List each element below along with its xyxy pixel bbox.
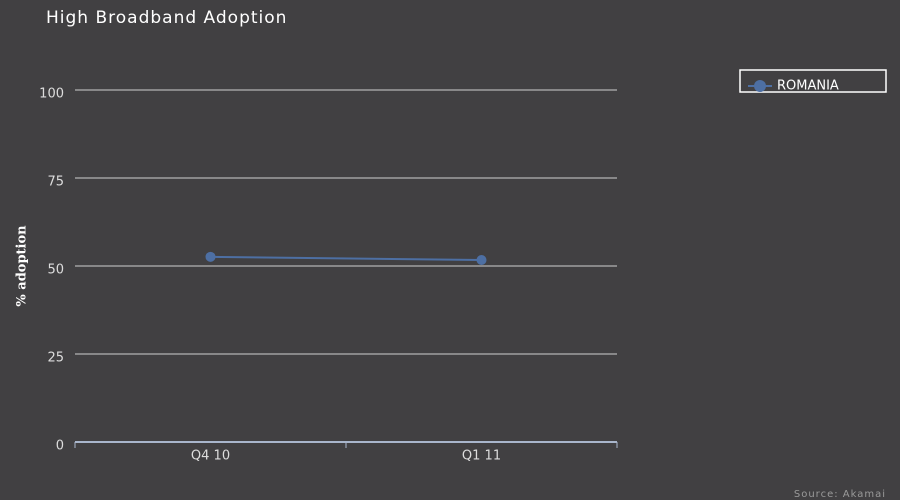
legend-box <box>739 69 887 93</box>
y-axis-label: % adoption <box>15 225 30 307</box>
x-tick-label: Q1 11 <box>462 449 501 464</box>
y-tick-label: 50 <box>47 263 64 278</box>
chart-title: High Broadband Adoption <box>46 8 287 28</box>
y-tick-label: 25 <box>47 351 64 366</box>
data-point <box>205 251 216 262</box>
y-tick-label: 75 <box>47 175 64 190</box>
x-tick-label: Q4 10 <box>191 449 230 464</box>
data-point <box>476 255 487 266</box>
legend-label: ROMANIA <box>777 79 839 94</box>
series-line <box>210 255 482 262</box>
legend-marker <box>754 80 766 92</box>
y-tick-label: 100 <box>39 87 64 102</box>
y-tick-label: 0 <box>56 439 64 454</box>
source: Source: Akamai <box>794 489 886 500</box>
